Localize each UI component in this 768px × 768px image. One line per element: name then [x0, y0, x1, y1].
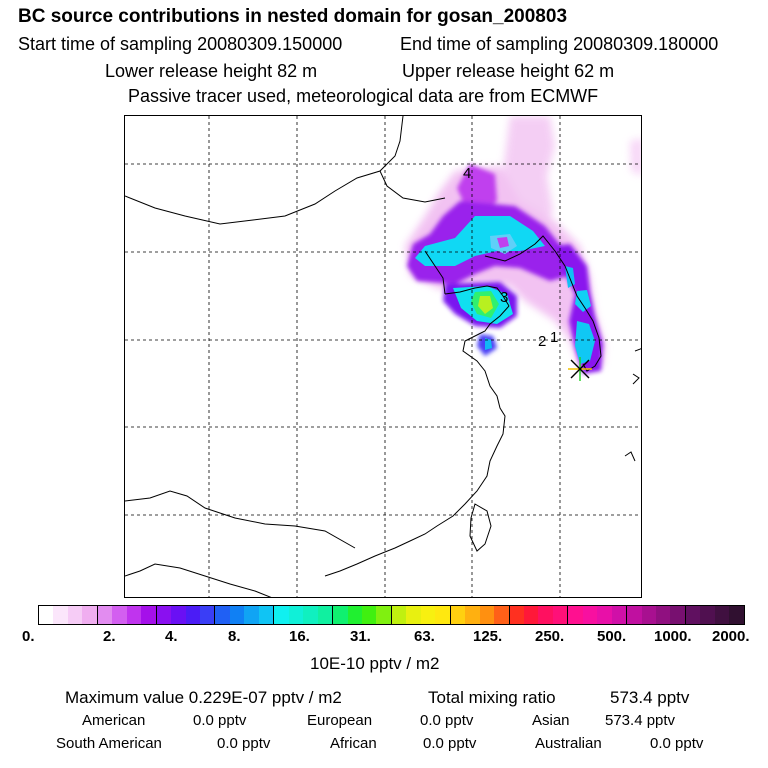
colorbar-swatch	[171, 606, 186, 624]
trajectory-marker-4: 4	[463, 165, 471, 182]
colorbar-swatch	[141, 606, 157, 624]
colorbar-swatch	[420, 606, 436, 624]
map-title: BC source contributions in nested domain…	[18, 6, 568, 27]
upper-release-height-label: Upper release height 62 m	[402, 61, 615, 81]
european-label: European	[307, 712, 373, 729]
colorbar-swatch	[568, 606, 583, 624]
colorbar-swatch	[126, 606, 142, 624]
tracer-info-label: Passive tracer used, meteorological data…	[128, 86, 599, 106]
colorbar-swatch	[523, 606, 539, 624]
colorbar-swatch	[215, 606, 230, 624]
south-american-label: South American	[56, 735, 162, 752]
australian-value: 0.0 pptv	[650, 735, 704, 752]
colorbar-swatch	[156, 606, 172, 624]
colorbar-swatch	[656, 606, 671, 624]
colorbar-swatch	[112, 606, 127, 624]
colorbar-swatch	[376, 606, 392, 624]
colorbar-swatch	[244, 606, 259, 624]
receptor-star-icon	[568, 357, 592, 381]
colorbar-tick-label: 1000.	[654, 628, 692, 645]
plume-core-layer	[415, 216, 595, 364]
colorbar-tick-label: 31.	[350, 628, 371, 645]
trajectory-marker-2: 2	[538, 333, 546, 350]
colorbar-swatch	[714, 606, 730, 624]
colorbar-tick-label: 250.	[535, 628, 565, 645]
colorbar-swatch	[97, 606, 113, 624]
colorbar-tick-label: 4.	[165, 628, 178, 645]
map-canvas: 1 2 3 4	[125, 116, 641, 597]
colorbar-swatch	[552, 606, 569, 624]
colorbar-swatch	[333, 606, 348, 624]
colorbar-swatch	[361, 606, 377, 624]
colorbar-swatch	[729, 606, 744, 624]
colorbar-tick-label: 125.	[473, 628, 503, 645]
colorbar-swatch	[538, 606, 553, 624]
colorbar-swatch	[509, 606, 524, 624]
colorbar-swatch	[229, 606, 245, 624]
colorbar-swatch	[479, 606, 495, 624]
colorbar-swatch	[39, 606, 54, 624]
maximum-value-label: Maximum value 0.229E-07 pptv / m2	[65, 688, 342, 707]
coastlines	[125, 116, 641, 597]
colorbar-tick-label: 16.	[289, 628, 310, 645]
african-value: 0.0 pptv	[423, 735, 477, 752]
colorbar-swatch	[611, 606, 628, 624]
colorbar-swatch	[670, 606, 686, 624]
colorbar-tick-label: 63.	[414, 628, 435, 645]
colorbar-swatch	[391, 606, 407, 624]
end-time-label: End time of sampling 20080309.180000	[400, 34, 719, 54]
colorbar-swatch	[435, 606, 451, 624]
colorbar-swatch	[641, 606, 657, 624]
african-label: African	[330, 735, 377, 752]
colorbar-swatch	[685, 606, 701, 624]
colorbar-swatch	[406, 606, 421, 624]
trajectory-marker-3: 3	[500, 289, 508, 306]
start-time-label: Start time of sampling 20080309.150000	[18, 34, 343, 54]
colorbar-swatch	[258, 606, 275, 624]
colorbar	[38, 605, 745, 625]
colorbar-swatch	[494, 606, 510, 624]
colorbar-swatch	[597, 606, 612, 624]
colorbar-swatch	[303, 606, 318, 624]
colorbar-swatch	[82, 606, 98, 624]
colorbar-swatch	[465, 606, 480, 624]
colorbar-swatch	[700, 606, 715, 624]
colorbar-tick-label: 2.	[103, 628, 116, 645]
european-value: 0.0 pptv	[420, 712, 474, 729]
colorbar-swatch	[185, 606, 200, 624]
american-label: American	[82, 712, 146, 729]
colorbar-swatch	[317, 606, 334, 624]
colorbar-swatch	[627, 606, 642, 624]
colorbar-swatch	[450, 606, 466, 624]
asian-label: Asian	[532, 712, 570, 729]
colorbar-swatch	[199, 606, 216, 624]
trajectory-marker-1: 1	[550, 329, 558, 346]
total-mixing-ratio-value: 573.4 pptv	[610, 688, 690, 707]
map-panel: 1 2 3 4	[124, 115, 642, 598]
american-value: 0.0 pptv	[193, 712, 247, 729]
total-mixing-ratio-label: Total mixing ratio	[428, 688, 556, 707]
colorbar-swatch	[582, 606, 598, 624]
colorbar-swatch	[53, 606, 68, 624]
colorbar-unit-label: 10E-10 pptv / m2	[310, 654, 440, 673]
lower-release-height-label: Lower release height 82 m	[105, 61, 318, 81]
colorbar-swatch	[67, 606, 83, 624]
australian-label: Australian	[535, 735, 602, 752]
colorbar-swatch	[347, 606, 362, 624]
south-american-value: 0.0 pptv	[217, 735, 271, 752]
colorbar-tick-label: 500.	[597, 628, 627, 645]
graticule	[125, 116, 641, 597]
colorbar-tick-label: 0.	[22, 628, 35, 645]
asian-value: 573.4 pptv	[605, 712, 676, 729]
colorbar-tick-label: 2000.	[712, 628, 750, 645]
colorbar-tick-label: 8.	[228, 628, 241, 645]
colorbar-swatch	[288, 606, 304, 624]
colorbar-swatch	[274, 606, 289, 624]
